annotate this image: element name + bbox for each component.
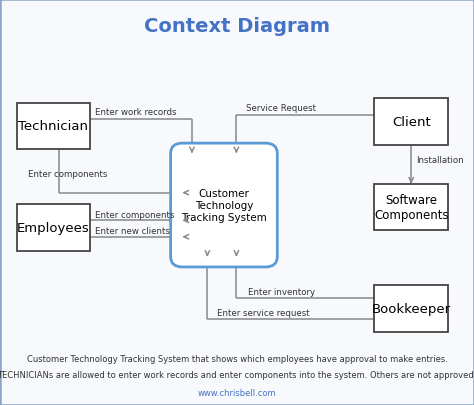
FancyBboxPatch shape: [374, 184, 448, 231]
Text: Installation: Installation: [416, 156, 464, 165]
FancyBboxPatch shape: [17, 205, 90, 251]
Text: www.chrisbell.com: www.chrisbell.com: [198, 388, 276, 397]
FancyBboxPatch shape: [17, 103, 90, 150]
Text: Service Request: Service Request: [246, 104, 316, 113]
FancyBboxPatch shape: [374, 286, 448, 332]
Text: Enter work records: Enter work records: [95, 108, 176, 117]
FancyBboxPatch shape: [374, 99, 448, 146]
Text: Enter components: Enter components: [95, 211, 174, 220]
Text: Enter service request: Enter service request: [217, 308, 310, 317]
Text: Client: Client: [392, 116, 430, 129]
Text: Employees: Employees: [17, 221, 90, 234]
Text: Bookkeeper: Bookkeeper: [372, 302, 451, 315]
Text: Enter components: Enter components: [28, 169, 108, 178]
Text: Customer Technology Tracking System that shows which employees have approval to : Customer Technology Tracking System that…: [27, 354, 447, 363]
Text: Context Diagram: Context Diagram: [144, 17, 330, 36]
Text: Enter new clients: Enter new clients: [95, 227, 170, 236]
Text: Software
Components: Software Components: [374, 194, 448, 222]
Text: Enter inventory: Enter inventory: [248, 288, 315, 296]
Text: TECHNICIANs are allowed to enter work records and enter components into the syst: TECHNICIANs are allowed to enter work re…: [0, 370, 474, 379]
Text: Technician: Technician: [18, 120, 88, 133]
FancyBboxPatch shape: [171, 144, 277, 267]
Text: Customer
Technology
Tracking System: Customer Technology Tracking System: [181, 189, 267, 222]
